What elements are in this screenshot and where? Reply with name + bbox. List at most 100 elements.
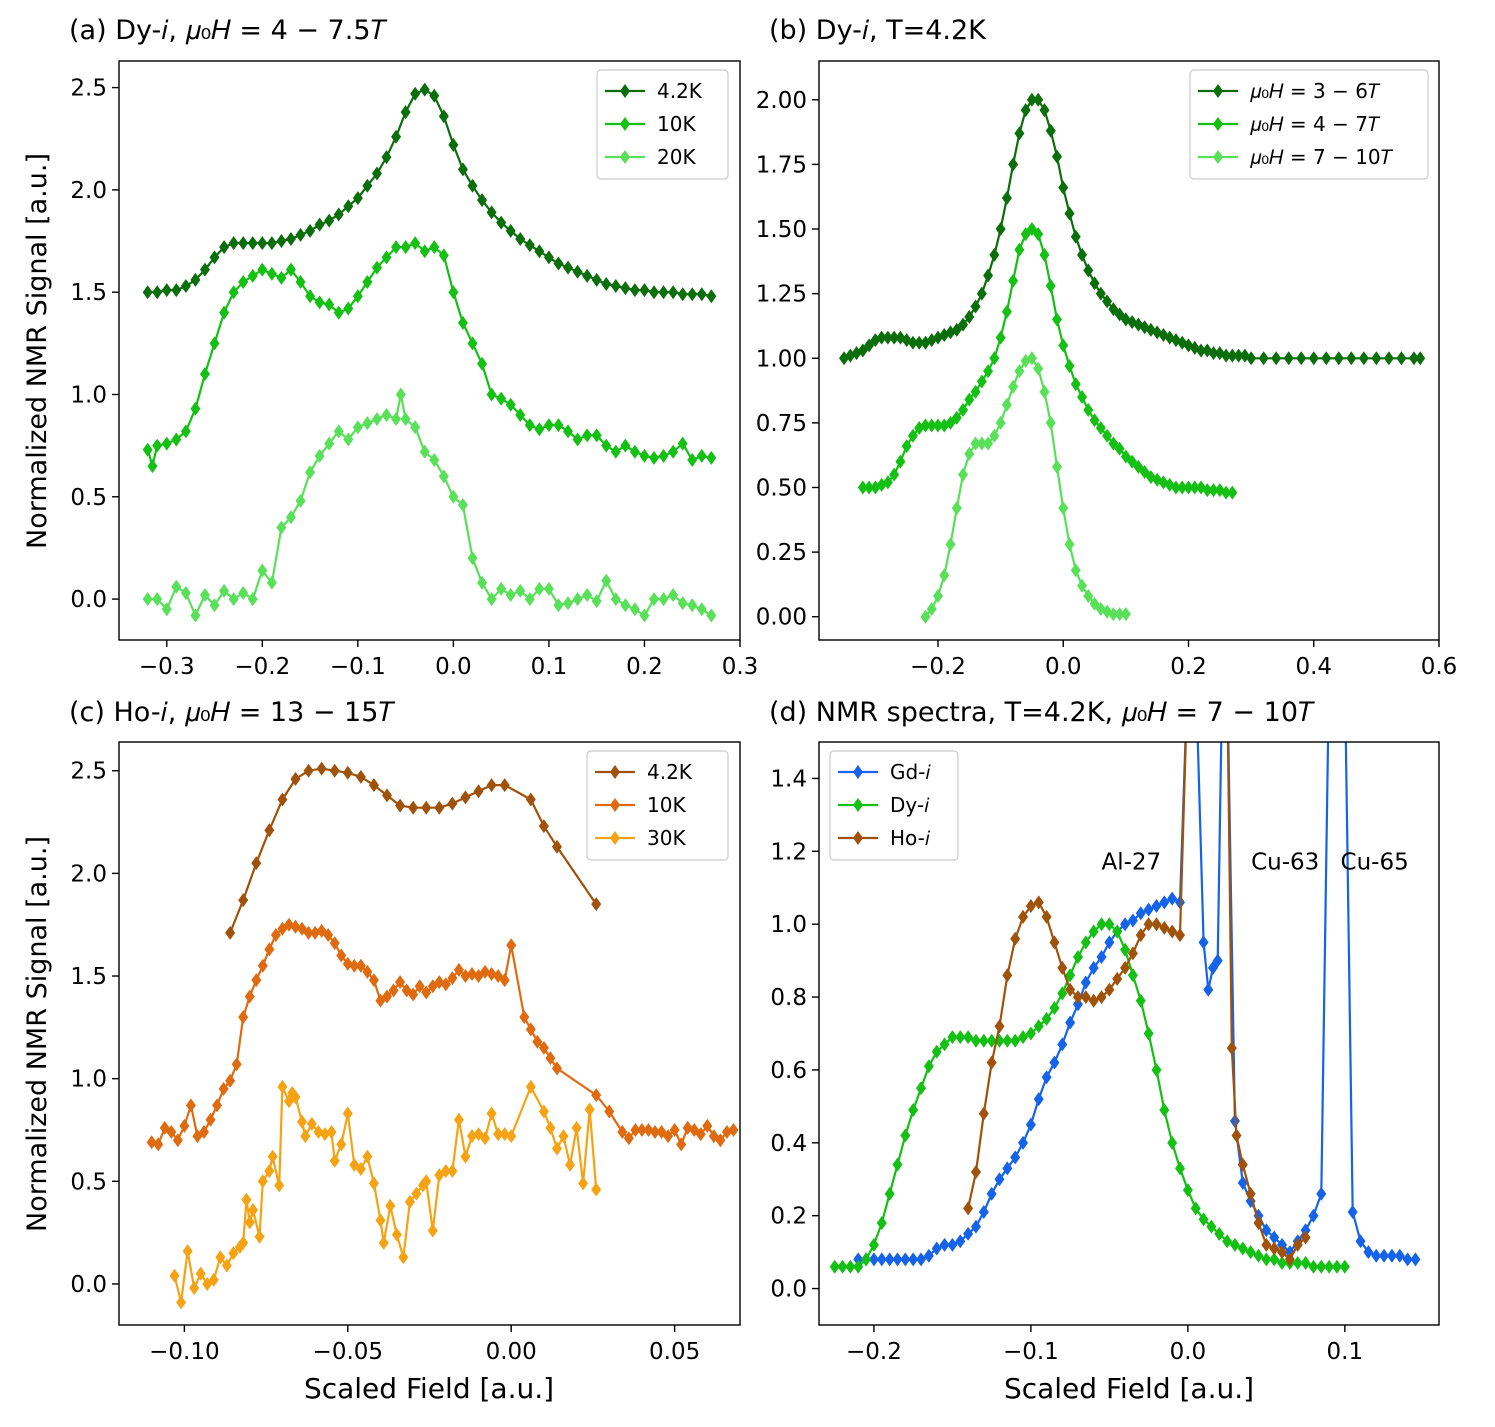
y-tick-label: 1.5 [70, 280, 107, 306]
data-point [939, 568, 950, 583]
data-point [1222, 662, 1232, 676]
data-point [375, 1213, 386, 1228]
data-point [333, 207, 344, 222]
data-point [525, 792, 536, 807]
data-point [352, 191, 363, 206]
data-point [295, 493, 306, 508]
data-point [352, 420, 363, 435]
data-point [1080, 975, 1091, 990]
data-point [1206, 1219, 1217, 1234]
data-point [1002, 1161, 1013, 1176]
data-point [453, 962, 464, 977]
y-tick-label: 2.5 [70, 759, 107, 785]
data-point [1051, 459, 1062, 474]
y-tick-label: 1.2 [770, 839, 807, 865]
data-point [448, 489, 459, 504]
data-point [352, 289, 363, 304]
data-point [342, 765, 353, 780]
data-point [629, 602, 640, 617]
data-point [620, 281, 631, 296]
data-point [219, 583, 230, 598]
data-point [277, 792, 288, 807]
data-point [1033, 895, 1044, 910]
data-point [610, 279, 621, 294]
data-point [563, 260, 574, 275]
data-point [1212, 953, 1223, 968]
data-point [457, 162, 468, 177]
data-point [1102, 428, 1113, 443]
data-point [466, 966, 477, 981]
data-point [900, 1252, 911, 1267]
data-point [553, 418, 564, 433]
data-point [1120, 960, 1131, 975]
data-point [219, 305, 230, 320]
data-point [438, 109, 449, 124]
panel-b-legend: 𝜇₀𝐻 = 3 − 6𝑇 𝜇₀𝐻 = 4 − 7𝑇 𝜇₀𝐻 = 7 − 10𝑇 [1189, 69, 1429, 180]
data-point [460, 969, 471, 984]
data-point [395, 975, 406, 990]
data-point [448, 137, 459, 152]
legend-marker [620, 117, 630, 131]
data-point [994, 1019, 1005, 1034]
data-point [1049, 1055, 1060, 1070]
data-point [447, 1164, 458, 1179]
data-point [1108, 607, 1119, 622]
data-point [970, 436, 981, 451]
x-tick-label: 0.0 [435, 654, 472, 680]
legend-marker [610, 765, 620, 779]
data-point [986, 1033, 997, 1048]
data-point [939, 1037, 950, 1052]
legend-marker [853, 765, 863, 779]
data-point [180, 279, 191, 294]
data-point [1196, 343, 1207, 358]
data-point [939, 1237, 950, 1252]
data-point [923, 1248, 934, 1263]
legend-marker [1213, 150, 1223, 164]
data-point [398, 1250, 409, 1265]
data-point [1083, 589, 1094, 604]
data-point [572, 432, 583, 447]
data-point [395, 798, 406, 813]
data-point [1041, 909, 1052, 924]
data-point [920, 609, 931, 624]
x-tick-label: −0.05 [313, 1339, 383, 1365]
data-point [189, 1281, 200, 1296]
y-tick-label: 0.50 [756, 475, 807, 501]
data-point [419, 244, 430, 259]
legend-label: 30K [647, 826, 686, 850]
data-point [1008, 273, 1019, 288]
data-point [1058, 180, 1069, 195]
data-point [1033, 227, 1044, 242]
data-point [1324, 1259, 1335, 1274]
data-point [876, 1215, 887, 1230]
data-point [553, 598, 564, 613]
data-point [285, 262, 296, 277]
data-point [355, 769, 366, 784]
x-tick-label: 0.1 [1327, 1339, 1364, 1365]
data-point [257, 262, 268, 277]
legend-label: 4.2K [657, 79, 703, 103]
data-point [1227, 485, 1238, 500]
data-point [400, 105, 411, 120]
data-point [1010, 1033, 1021, 1048]
data-point [505, 397, 516, 412]
data-point [1214, 662, 1224, 676]
data-point [534, 422, 545, 437]
data-point [362, 964, 373, 979]
data-point [601, 277, 612, 292]
series-line-2 [147, 393, 712, 617]
data-point [861, 1252, 872, 1267]
data-point [538, 1104, 549, 1119]
data-point [467, 336, 478, 351]
data-point [499, 778, 510, 793]
data-point [983, 268, 994, 283]
x-tick-label: −0.1 [1003, 1339, 1059, 1365]
data-point [408, 987, 419, 1002]
data-point [970, 1033, 981, 1048]
data-point [543, 581, 554, 596]
data-point [1308, 351, 1319, 366]
y-tick-label: 1.50 [756, 217, 807, 243]
data-point [1077, 578, 1088, 593]
data-point [1065, 968, 1076, 983]
